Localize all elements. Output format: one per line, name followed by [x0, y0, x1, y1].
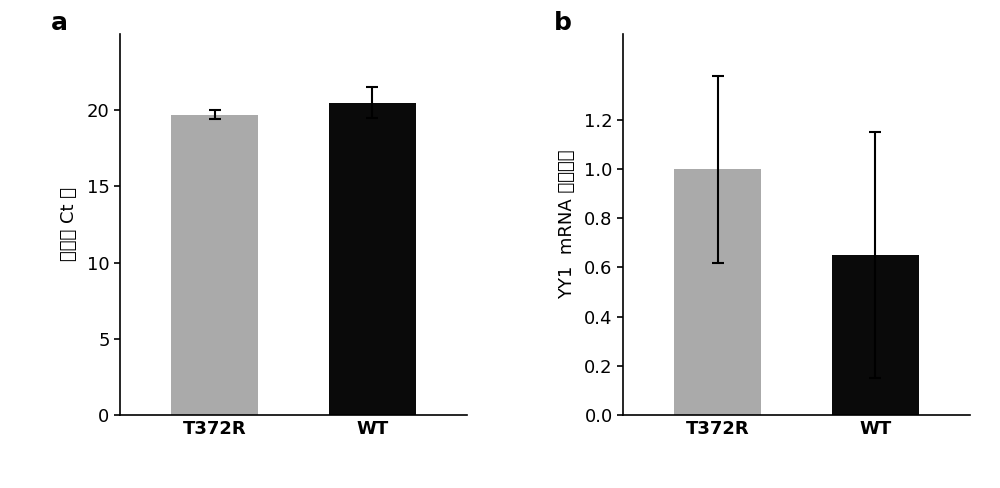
Bar: [674, 169, 761, 415]
Text: a: a: [51, 11, 68, 35]
Bar: [329, 102, 416, 415]
Y-axis label: 归一化 Ct 値: 归一化 Ct 値: [60, 187, 78, 262]
Text: b: b: [554, 11, 572, 35]
Y-axis label: YY1  mRNA 相对水平: YY1 mRNA 相对水平: [558, 150, 576, 299]
Bar: [832, 255, 919, 415]
Bar: [171, 115, 258, 415]
